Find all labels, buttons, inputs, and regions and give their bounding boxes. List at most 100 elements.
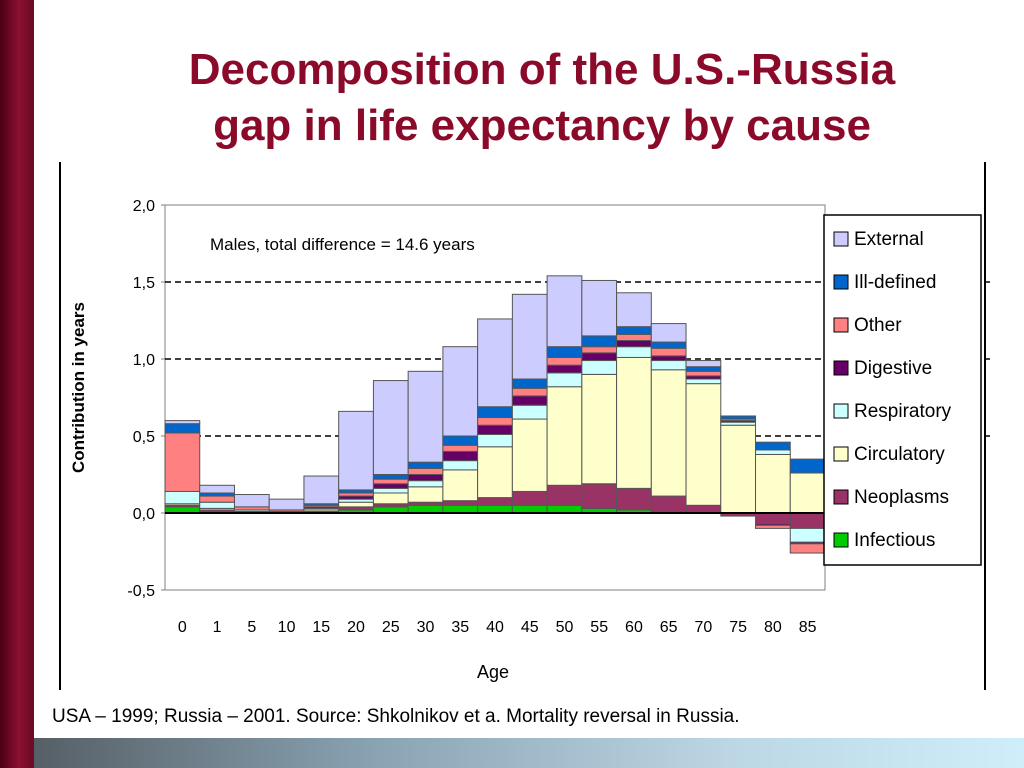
bar-segment-circulatory-age-30 [407, 486, 444, 503]
bar-segment-circulatory-age-85 [789, 472, 826, 514]
bar-segment-circulatory-age-25 [372, 492, 409, 505]
slide-title: Decomposition of the U.S.-Russia gap in … [60, 42, 1024, 154]
bar-segment-external-age-45 [511, 293, 548, 380]
bar-segment-respiratory-age-55 [581, 360, 618, 375]
bar-segment-ill-defined-age-75 [720, 415, 757, 420]
bar-segment-digestive-age-55 [581, 352, 618, 362]
bar-segment-neoplasms-age-60 [616, 487, 652, 511]
bar-segment-other-age-35 [442, 444, 479, 452]
bar-segment-circulatory-age-45 [511, 418, 548, 492]
bar-segment-circulatory-age-35 [442, 469, 479, 502]
legend-swatch-ill-defined [833, 274, 849, 290]
life-expectancy-chart: -0,50,00,51,01,52,00 1 5 10 15 20 25 30 35 40 45 50… [69, 198, 990, 682]
bar-segment-neoplasms-age-85 [789, 512, 826, 529]
bar-segment-respiratory-age-80 [755, 449, 791, 455]
x-axis-title: Age [477, 662, 509, 682]
bar-segment-other-age-25 [372, 478, 409, 485]
legend-swatch-neoplasms [833, 489, 849, 505]
bar-segment-external-age-20 [338, 410, 374, 491]
y-tick-label: 1,0 [133, 352, 155, 369]
bar-segment-digestive-age-45 [511, 395, 548, 406]
bar-segment-other-age-1 [199, 495, 235, 503]
bar-segment-ill-defined-age-70 [685, 366, 722, 372]
legend-label-other: Other [854, 315, 902, 336]
bar-segment-respiratory-age-25 [372, 487, 409, 494]
bar-segment-respiratory-age-40 [477, 433, 513, 448]
bar-segment-external-age-50 [546, 275, 583, 348]
legend-swatch-circulatory [833, 446, 849, 462]
bar-segment-digestive-age-25 [372, 483, 409, 489]
x-tick-label: 15 [312, 619, 330, 636]
y-tick-label: -0,5 [127, 583, 155, 600]
bar-segment-other-age-70 [685, 370, 722, 377]
x-tick-label: 10 [278, 619, 296, 636]
bar-segment-external-age-35 [442, 346, 479, 437]
bar-segment-neoplasms-age-50 [546, 484, 583, 506]
x-tick-label: 35 [451, 619, 469, 636]
bar-segment-respiratory-age-50 [546, 372, 583, 388]
x-tick-label: 85 [799, 619, 817, 636]
bar-segment-digestive-age-30 [407, 474, 444, 482]
legend-label-external: External [854, 229, 924, 250]
bar-segment-infectious-age-50 [546, 504, 583, 514]
bar-segment-ill-defined-age-55 [581, 335, 618, 348]
bar-segment-neoplasms-age-55 [581, 483, 618, 509]
bar-segment-external-age-55 [581, 279, 618, 337]
frame-right-line [984, 162, 986, 690]
legend-swatch-digestive [833, 360, 849, 376]
legend-swatch-infectious [833, 532, 849, 548]
bar-segment-external-age-1 [199, 484, 235, 494]
x-tick-label: 50 [556, 619, 574, 636]
sidebar-accent-bar [0, 0, 34, 768]
bar-segment-other-age-85 [789, 543, 826, 554]
bar-segment-other-age-45 [511, 387, 548, 397]
bar-segment-other-age-40 [477, 417, 513, 426]
bar-segment-ill-defined-age-35 [442, 435, 479, 446]
bar-segment-digestive-age-40 [477, 424, 513, 435]
bar-segment-other-age-80 [755, 524, 791, 529]
chart-annotation: Males, total difference = 14.6 years [210, 235, 475, 254]
bar-segment-ill-defined-age-40 [477, 406, 513, 419]
x-tick-label: 45 [521, 619, 539, 636]
bar-segment-circulatory-age-75 [720, 424, 757, 514]
y-tick-label: 1,5 [133, 275, 155, 292]
legend-swatch-external [833, 231, 849, 247]
bar-segment-circulatory-age-60 [616, 356, 652, 489]
bar-segment-respiratory-age-35 [442, 460, 479, 471]
x-tick-label: 75 [729, 619, 747, 636]
source-note: USA – 1999; Russia – 2001. Source: Shkol… [52, 706, 740, 727]
y-axis-title: Contribution in years [69, 302, 88, 473]
x-tick-label: 30 [417, 619, 435, 636]
bar-segment-digestive-age-35 [442, 450, 479, 462]
legend-label-respiratory: Respiratory [854, 401, 952, 422]
bar-segment-infectious-age-40 [477, 504, 513, 514]
bar-segment-ill-defined-age-60 [616, 326, 652, 335]
bar-segment-ill-defined-age-0 [164, 423, 201, 434]
bar-segment-other-age-60 [616, 333, 652, 342]
bar-segment-neoplasms-age-40 [477, 497, 513, 506]
bar-segment-respiratory-age-60 [616, 346, 652, 358]
slide-title-line-2: gap in life expectancy by cause [213, 101, 871, 150]
bar-segment-ill-defined-age-30 [407, 461, 444, 469]
bar-segment-respiratory-age-85 [789, 527, 826, 543]
bar-segment-digestive-age-65 [650, 355, 687, 362]
bar-segment-external-age-70 [685, 360, 722, 368]
bar-segment-infectious-age-35 [442, 504, 479, 514]
bar-segment-neoplasms-age-45 [511, 490, 548, 506]
x-tick-label: 65 [660, 619, 678, 636]
x-tick-label: 1 [213, 619, 222, 636]
y-tick-label: 0,0 [133, 506, 155, 523]
x-tick-label: 40 [486, 619, 504, 636]
legend-label-ill-defined: Ill-defined [854, 272, 936, 293]
bar-segment-infectious-age-30 [407, 504, 444, 514]
bar-segment-ill-defined-age-85 [789, 458, 826, 474]
bar-segment-neoplasms-age-65 [650, 495, 687, 512]
bar-segment-neoplasms-age-80 [755, 512, 791, 525]
bar-segment-circulatory-age-80 [755, 453, 791, 514]
bar-segment-neoplasms-age-70 [685, 504, 722, 514]
frame-left-line [59, 162, 61, 690]
legend-label-circulatory: Circulatory [854, 444, 945, 465]
bar-segment-external-age-0 [164, 420, 201, 425]
bar-segment-circulatory-age-20 [338, 501, 374, 508]
bar-segment-neoplasms-age-35 [442, 500, 479, 506]
